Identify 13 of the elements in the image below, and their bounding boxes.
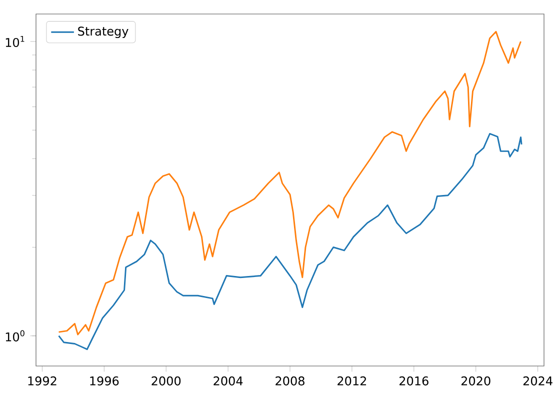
x-tick-label: 1992 <box>28 376 56 386</box>
x-tick-label: 2008 <box>276 376 304 386</box>
x-tick-label: 2016 <box>400 376 428 386</box>
x-tick-label: 2000 <box>152 376 181 386</box>
line-series <box>58 133 522 350</box>
x-tick-label: 2024 <box>523 376 552 386</box>
y-tick-label: 10$^{0}$ <box>6 330 24 342</box>
x-tick-label: 2020 <box>461 376 490 386</box>
x-tick-label: 2012 <box>338 376 366 386</box>
legend-label: Strategy <box>78 26 128 38</box>
x-tick-label: 1996 <box>90 376 119 386</box>
x-tick-label: 2004 <box>214 376 243 386</box>
y-tick-label: 10$^{1}$ <box>6 36 24 48</box>
